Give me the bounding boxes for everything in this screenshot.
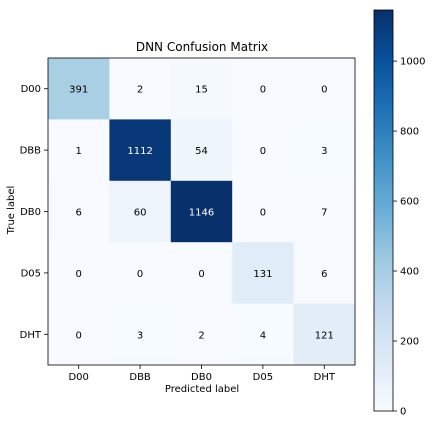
x-tick-label: D00 — [68, 372, 88, 383]
x-tick-label: DB0 — [191, 372, 212, 383]
cell-value-label: 0 — [76, 330, 82, 341]
cell-value-label: 15 — [195, 85, 208, 96]
cell-value-label: 54 — [195, 146, 208, 157]
colorbar-tick-label: 400 — [400, 267, 419, 278]
cell-value-label: 2 — [137, 85, 143, 96]
y-axis-ticks: D00 DBB DB0 D05 DHT — [20, 84, 48, 341]
heatmap-cell — [170, 242, 233, 305]
cell-value-label: 3 — [137, 330, 143, 341]
colorbar-tick-label: 800 — [400, 127, 419, 138]
heatmap-cell — [170, 303, 233, 366]
cell-value-label: 3 — [321, 146, 327, 157]
heatmap-cell — [109, 303, 172, 366]
heatmap-cell — [48, 242, 110, 305]
heatmap-cell — [48, 119, 110, 182]
y-axis-label: True label — [6, 186, 17, 236]
y-tick-label: DBB — [20, 146, 42, 157]
heatmap-cell — [109, 58, 172, 120]
cell-value-label: 391 — [69, 85, 88, 96]
heatmap-cell — [293, 58, 356, 120]
cell-value-label: 131 — [253, 269, 272, 280]
heatmap-cell — [109, 180, 172, 243]
x-axis-ticks: D00 DBB DB0 D05 DHT — [68, 365, 336, 383]
heatmap-cell — [170, 180, 233, 243]
cell-value-label: 60 — [134, 208, 147, 219]
heatmap-cell — [232, 180, 295, 243]
colorbar-tick-label: 200 — [400, 337, 419, 348]
x-tick-label: DBB — [129, 372, 151, 383]
chart-title: DNN Confusion Matrix — [136, 40, 268, 54]
heatmap-cell — [48, 180, 110, 243]
y-tick-label: DHT — [20, 330, 42, 341]
heatmap-cell — [109, 242, 172, 305]
colorbar-tick-label: 0 — [400, 407, 406, 418]
heatmap-cell — [293, 119, 356, 182]
heatmap-cell — [293, 180, 356, 243]
heatmap-cell — [293, 303, 356, 366]
cell-value-label: 0 — [198, 269, 204, 280]
cell-value-label: 0 — [260, 85, 266, 96]
heatmap-cell — [48, 303, 110, 366]
heatmap-cell — [232, 303, 295, 366]
heatmap-cell — [232, 119, 295, 182]
colorbar — [373, 9, 394, 412]
cell-value-label: 0 — [76, 269, 82, 280]
cell-value-label: 7 — [321, 208, 327, 219]
heatmap-cells — [48, 58, 356, 366]
cell-value-label: 4 — [260, 330, 266, 341]
heatmap-cell — [170, 58, 233, 120]
y-tick-label: D05 — [21, 268, 41, 279]
heatmap-cell — [170, 119, 233, 182]
cell-value-labels: 391 2 15 0 01 1112 54 0 36 60 1146 0 70 0 0 131 60 3 2 4 121 — [69, 85, 334, 342]
cell-value-label: 0 — [260, 146, 266, 157]
heatmap-cell — [232, 58, 295, 120]
heatmap-cell — [293, 242, 356, 305]
cell-value-label: 0 — [260, 208, 266, 219]
cell-value-label: 1146 — [189, 208, 214, 219]
colorbar-tick-label: 600 — [400, 197, 419, 208]
cell-value-label: 121 — [315, 330, 334, 341]
cell-value-label: 6 — [76, 208, 82, 219]
x-tick-label: D05 — [253, 372, 273, 383]
y-tick-label: D00 — [21, 84, 41, 95]
x-tick-label: DHT — [314, 372, 336, 383]
y-tick-label: DB0 — [20, 207, 41, 218]
heatmap-cell — [48, 58, 110, 120]
cell-value-label: 6 — [321, 269, 327, 280]
cell-value-label: 1 — [76, 146, 82, 157]
colorbar-ticks: 0 200 400 600 800 1000 — [393, 57, 425, 418]
heatmap-cell — [109, 119, 172, 182]
cell-value-label: 2 — [198, 330, 204, 341]
cell-value-label: 1112 — [127, 146, 152, 157]
cell-value-label: 0 — [137, 269, 143, 280]
x-axis-label: Predicted label — [165, 384, 239, 395]
heatmap-cell — [232, 242, 295, 305]
colorbar-tick-label: 1000 — [400, 57, 425, 68]
cell-value-label: 0 — [321, 85, 327, 96]
